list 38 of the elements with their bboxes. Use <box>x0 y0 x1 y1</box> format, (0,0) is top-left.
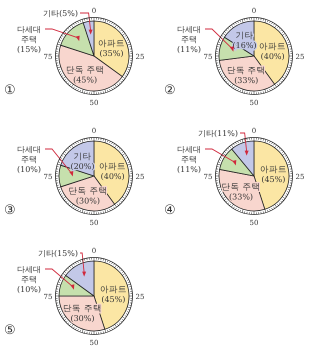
legend-label: 아파트 <box>98 39 125 50</box>
data-label: (10%) <box>16 285 42 294</box>
data-label: (15%) <box>16 45 42 54</box>
legend-label: 아파트 <box>259 42 286 52</box>
text: ④ <box>164 203 176 218</box>
text: ① <box>4 83 16 98</box>
legend-label: 기타(11%) <box>198 129 238 138</box>
legend-label: 아파트 <box>100 284 127 295</box>
data-label: (30%) <box>70 314 94 323</box>
data-label: (45%) <box>101 294 126 304</box>
data-label: (33%) <box>234 76 258 85</box>
legend-label: 아파트 <box>260 164 287 175</box>
text: ③ <box>4 203 16 218</box>
legend-label: 아파트 <box>99 162 126 172</box>
legend-label: 다세대 주택 <box>177 25 201 44</box>
slice-label: 기타 <box>236 30 254 41</box>
data-label: (30%) <box>76 196 100 206</box>
legend-label: 기타(5%) <box>43 9 78 18</box>
data-label: (40%) <box>260 52 285 61</box>
slice-label: 기타 <box>73 152 92 162</box>
legend-label: 단독 주택 <box>66 65 104 76</box>
legend-label: 기타(15%) <box>38 249 78 258</box>
data-label: (45%) <box>261 174 286 184</box>
legend-label: 다세대 주택 <box>17 265 41 284</box>
data-label: (10%) <box>16 165 42 174</box>
legend-label: 단독 주택 <box>226 66 266 76</box>
data-label: (11%) <box>176 45 202 54</box>
legend-label: 다세대 주택 <box>17 145 41 164</box>
data-label: (40%) <box>100 172 125 181</box>
data-label: (35%) <box>99 49 124 58</box>
legend-label: 다세대 주택 <box>17 25 41 44</box>
data-label: (45%) <box>73 75 98 84</box>
text: ⑤ <box>4 323 16 338</box>
legend-label: 단독 주택 <box>68 186 108 197</box>
text: ② <box>164 83 176 98</box>
data-label: (33%) <box>229 192 254 202</box>
data-label: (11%) <box>176 165 202 174</box>
legend-label: 다세대 주택 <box>177 145 201 164</box>
